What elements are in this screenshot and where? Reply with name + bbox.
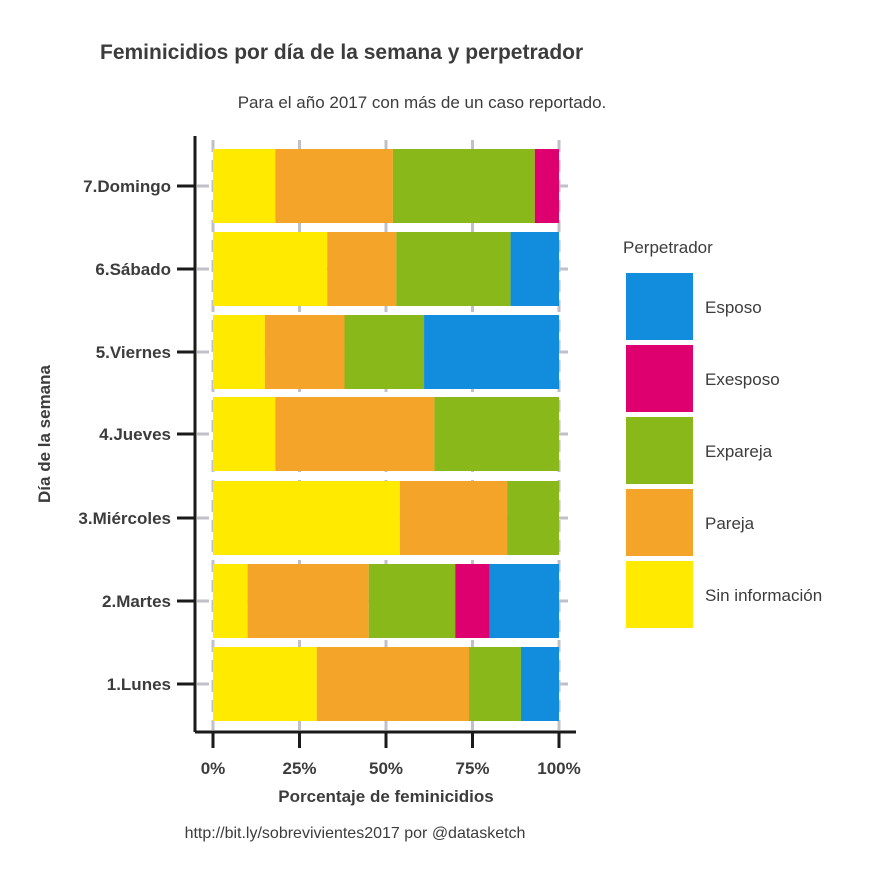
bar-2-martes-sin-informacion [213,564,248,638]
legend-swatch-sin-informacion [626,561,693,628]
bar-2-martes-esposo [489,564,559,638]
bar-6-sabado-pareja [327,232,397,306]
bar-5-viernes-sin-informacion [213,315,265,389]
bar-1-lunes-expareja [469,647,521,721]
y-tick-label: 1.Lunes [107,675,171,694]
chart-title: Feminicidios por día de la semana y perp… [100,41,583,64]
chart-caption: http://bit.ly/sobrevivientes2017 por @da… [185,825,526,842]
legend: Perpetrador Esposo Exesposo Expareja Pareja… [623,238,822,628]
bar-6-sabado-expareja [396,232,511,306]
y-tick-label: 6.Sábado [95,260,171,279]
bar-1-lunes-esposo [520,647,559,721]
bar-7-domingo-sin-informacion [213,149,276,223]
bar-1-lunes-sin-informacion [213,647,317,721]
bar-2-martes-exesposo [455,564,490,638]
bar-2-martes-expareja [368,564,456,638]
bar-2-martes-pareja [247,564,369,638]
y-axis-title: Día de la semana [35,364,54,503]
bar-7-domingo-exesposo [534,149,559,223]
legend-swatch-exesposo [626,345,693,412]
bar-4-jueves-expareja [434,397,559,471]
x-tick-label: 100% [537,759,580,778]
bar-4-jueves-sin-informacion [213,397,276,471]
x-tick-label: 0% [201,759,226,778]
bar-1-lunes-pareja [316,647,470,721]
x-tick-label: 25% [282,759,316,778]
bar-3-miercoles-sin-informacion [213,481,400,555]
legend-label-expareja: Expareja [705,442,773,461]
legend-swatch-pareja [626,489,693,556]
bar-5-viernes-pareja [264,315,345,389]
legend-title: Perpetrador [623,238,713,257]
y-tick-label: 5.Viernes [96,343,171,362]
bar-3-miercoles-expareja [507,481,559,555]
legend-swatch-expareja [626,417,693,484]
x-tick-label: 75% [455,759,489,778]
bar-7-domingo-expareja [392,149,535,223]
legend-label-esposo: Esposo [705,298,762,317]
bar-5-viernes-expareja [344,315,425,389]
bar-6-sabado-sin-informacion [213,232,328,306]
legend-label-sin-informacion: Sin información [705,586,822,605]
y-tick-label: 4.Jueves [99,425,171,444]
x-axis-title: Porcentaje de feminicidios [278,787,493,806]
legend-swatch-esposo [626,273,693,340]
bar-6-sabado-esposo [510,232,559,306]
bars [213,149,559,721]
bar-7-domingo-pareja [275,149,393,223]
bar-3-miercoles-pareja [399,481,508,555]
y-axis-ticks: 1.Lunes 2.Martes 3.Miércoles 4.Jueves 5.Vier… [78,177,195,694]
bar-5-viernes-esposo [424,315,559,389]
x-tick-label: 50% [369,759,403,778]
y-tick-label: 7.Domingo [83,177,171,196]
y-tick-label: 2.Martes [102,592,171,611]
chart-subtitle: Para el año 2017 con más de un caso repo… [238,93,607,112]
legend-label-pareja: Pareja [705,514,755,533]
legend-label-exesposo: Exesposo [705,370,780,389]
y-tick-label: 3.Miércoles [78,509,171,528]
x-axis-ticks: 0% 25% 50% 75% 100% [201,732,581,778]
bar-4-jueves-pareja [275,397,435,471]
